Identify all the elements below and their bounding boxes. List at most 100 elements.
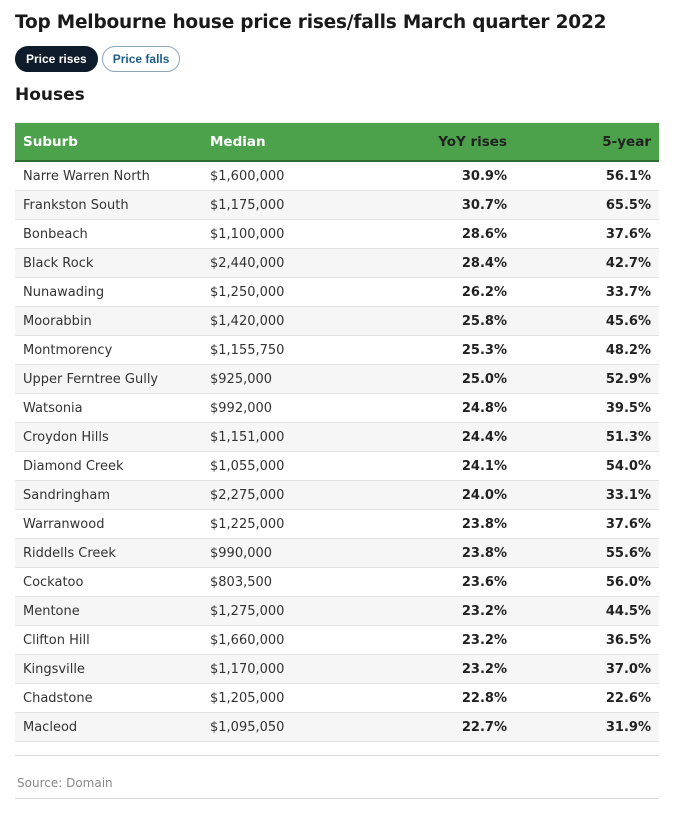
yoy-cell: 28.4% (382, 248, 515, 278)
table-row: Black Rock $2,440,000 28.4% 42.7% (15, 248, 659, 278)
five-year-cell: 22.6% (515, 683, 659, 713)
table-row: Sandringham $2,275,000 24.0% 33.1% (15, 480, 659, 510)
median-cell: $1,660,000 (202, 625, 382, 655)
median-cell: $1,225,000 (202, 509, 382, 539)
table-row: Macleod $1,095,050 22.7% 31.9% (15, 712, 659, 742)
divider (15, 755, 659, 756)
median-cell: $1,170,000 (202, 654, 382, 684)
five-year-cell: 33.1% (515, 480, 659, 510)
five-year-cell: 31.9% (515, 712, 659, 742)
suburb-cell: Cockatoo (15, 567, 202, 597)
column-header-yoy: YoY rises (382, 123, 515, 162)
suburb-cell: Narre Warren North (15, 161, 202, 191)
five-year-cell: 42.7% (515, 248, 659, 278)
divider (15, 798, 659, 799)
suburb-cell: Frankston South (15, 190, 202, 220)
yoy-cell: 23.8% (382, 509, 515, 539)
price-table: Suburb Median YoY rises 5-year Narre War… (15, 123, 659, 742)
section-heading: Houses (15, 85, 85, 105)
five-year-cell: 52.9% (515, 364, 659, 394)
table-row: Mentone $1,275,000 23.2% 44.5% (15, 596, 659, 626)
suburb-cell: Moorabbin (15, 306, 202, 336)
table-row: Montmorency $1,155,750 25.3% 48.2% (15, 335, 659, 365)
suburb-cell: Bonbeach (15, 219, 202, 249)
five-year-cell: 45.6% (515, 306, 659, 336)
median-cell: $1,100,000 (202, 219, 382, 249)
yoy-cell: 25.3% (382, 335, 515, 365)
suburb-cell: Upper Ferntree Gully (15, 364, 202, 394)
suburb-cell: Mentone (15, 596, 202, 626)
yoy-cell: 24.8% (382, 393, 515, 423)
table-row: Frankston South $1,175,000 30.7% 65.5% (15, 190, 659, 220)
suburb-cell: Clifton Hill (15, 625, 202, 655)
five-year-cell: 65.5% (515, 190, 659, 220)
suburb-cell: Nunawading (15, 277, 202, 307)
table-row: Diamond Creek $1,055,000 24.1% 54.0% (15, 451, 659, 481)
table-row: Clifton Hill $1,660,000 23.2% 36.5% (15, 625, 659, 655)
five-year-cell: 44.5% (515, 596, 659, 626)
suburb-cell: Warranwood (15, 509, 202, 539)
median-cell: $1,205,000 (202, 683, 382, 713)
yoy-cell: 23.2% (382, 596, 515, 626)
yoy-cell: 30.7% (382, 190, 515, 220)
median-cell: $1,420,000 (202, 306, 382, 336)
five-year-cell: 39.5% (515, 393, 659, 423)
five-year-cell: 56.1% (515, 161, 659, 191)
suburb-cell: Diamond Creek (15, 451, 202, 481)
five-year-cell: 54.0% (515, 451, 659, 481)
table-row: Cockatoo $803,500 23.6% 56.0% (15, 567, 659, 597)
suburb-cell: Kingsville (15, 654, 202, 684)
median-cell: $992,000 (202, 393, 382, 423)
five-year-cell: 33.7% (515, 277, 659, 307)
table-row: Moorabbin $1,420,000 25.8% 45.6% (15, 306, 659, 336)
median-cell: $1,095,050 (202, 712, 382, 742)
yoy-cell: 26.2% (382, 277, 515, 307)
table-body: Narre Warren North $1,600,000 30.9% 56.1% Fr… (15, 161, 659, 742)
median-cell: $925,000 (202, 364, 382, 394)
five-year-cell: 37.0% (515, 654, 659, 684)
suburb-cell: Black Rock (15, 248, 202, 278)
suburb-cell: Macleod (15, 712, 202, 742)
median-cell: $2,275,000 (202, 480, 382, 510)
five-year-cell: 55.6% (515, 538, 659, 568)
column-header-5year: 5-year (515, 123, 659, 162)
median-cell: $1,175,000 (202, 190, 382, 220)
table-row: Chadstone $1,205,000 22.8% 22.6% (15, 683, 659, 713)
yoy-cell: 22.7% (382, 712, 515, 742)
yoy-cell: 24.0% (382, 480, 515, 510)
median-cell: $1,250,000 (202, 277, 382, 307)
table-row: Narre Warren North $1,600,000 30.9% 56.1% (15, 161, 659, 191)
five-year-cell: 37.6% (515, 219, 659, 249)
table-row: Warranwood $1,225,000 23.8% 37.6% (15, 509, 659, 539)
five-year-cell: 37.6% (515, 509, 659, 539)
yoy-cell: 23.2% (382, 654, 515, 684)
yoy-cell: 25.8% (382, 306, 515, 336)
five-year-cell: 36.5% (515, 625, 659, 655)
median-cell: $1,600,000 (202, 161, 382, 191)
table-row: Nunawading $1,250,000 26.2% 33.7% (15, 277, 659, 307)
yoy-cell: 25.0% (382, 364, 515, 394)
table-row: Croydon Hills $1,151,000 24.4% 51.3% (15, 422, 659, 452)
median-cell: $1,151,000 (202, 422, 382, 452)
table-row: Upper Ferntree Gully $925,000 25.0% 52.9% (15, 364, 659, 394)
yoy-cell: 23.8% (382, 538, 515, 568)
price-rises-button[interactable]: Price rises (15, 46, 98, 72)
suburb-cell: Sandringham (15, 480, 202, 510)
median-cell: $803,500 (202, 567, 382, 597)
yoy-cell: 23.2% (382, 625, 515, 655)
five-year-cell: 48.2% (515, 335, 659, 365)
yoy-cell: 24.1% (382, 451, 515, 481)
table-row: Watsonia $992,000 24.8% 39.5% (15, 393, 659, 423)
five-year-cell: 51.3% (515, 422, 659, 452)
column-header-suburb: Suburb (15, 123, 202, 162)
table-header-row: Suburb Median YoY rises 5-year (15, 123, 659, 162)
five-year-cell: 56.0% (515, 567, 659, 597)
price-falls-button[interactable]: Price falls (101, 46, 181, 72)
table-row: Kingsville $1,170,000 23.2% 37.0% (15, 654, 659, 684)
median-cell: $1,055,000 (202, 451, 382, 481)
yoy-cell: 24.4% (382, 422, 515, 452)
column-header-median: Median (202, 123, 382, 162)
table-row: Bonbeach $1,100,000 28.6% 37.6% (15, 219, 659, 249)
price-toggle: Price rises Price falls (15, 46, 181, 72)
